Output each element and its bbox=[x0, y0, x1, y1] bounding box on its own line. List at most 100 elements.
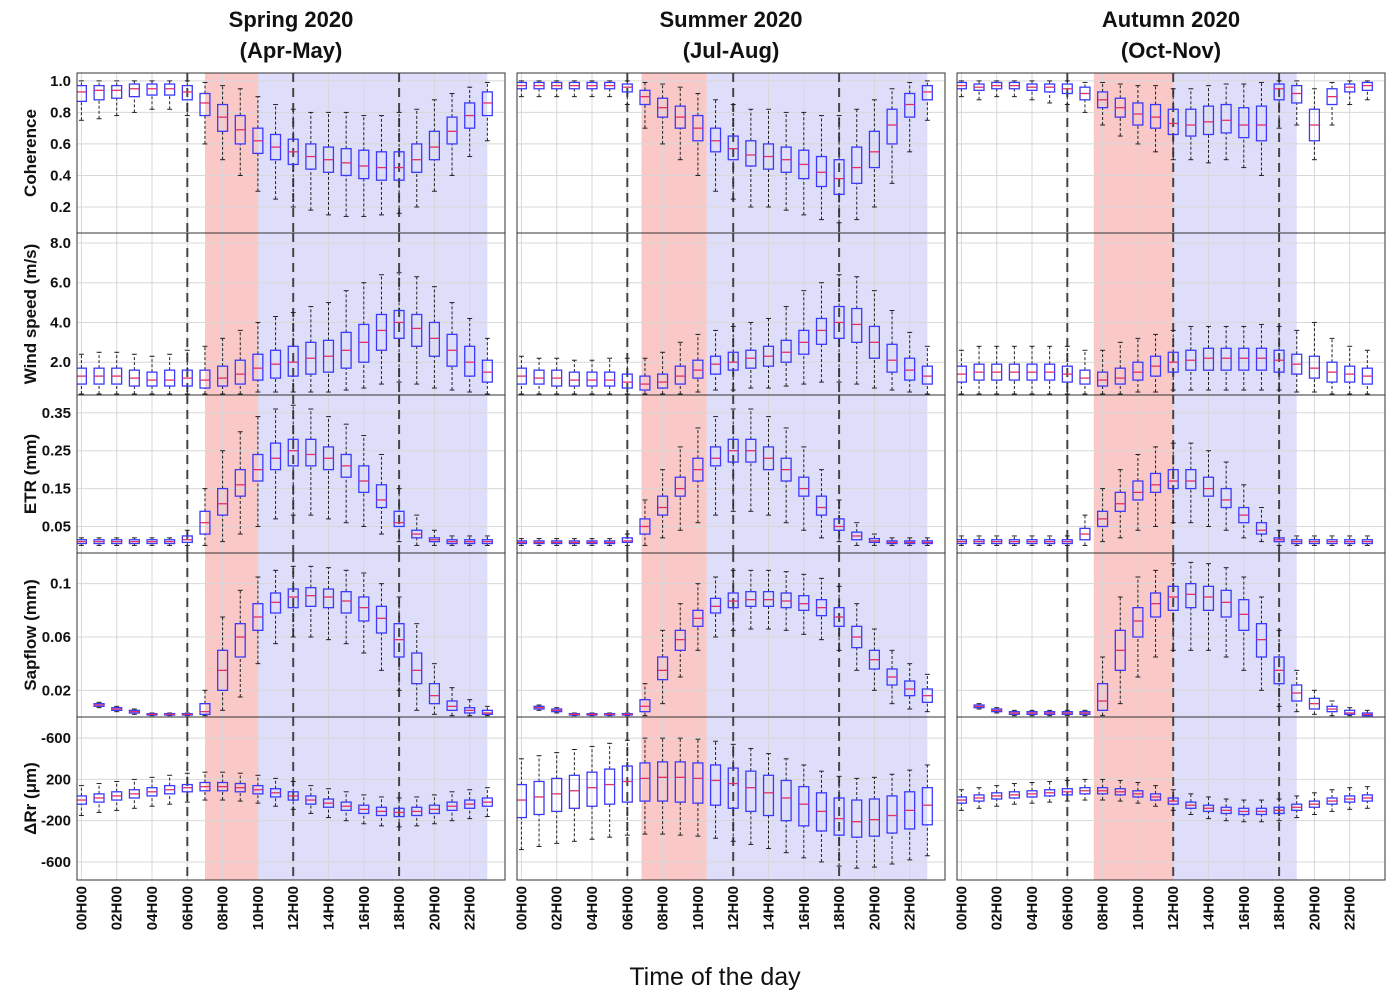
box bbox=[851, 307, 863, 343]
box bbox=[1273, 349, 1285, 373]
box bbox=[657, 495, 669, 516]
box bbox=[1167, 468, 1179, 490]
x-tick-label: 14H00 bbox=[321, 886, 338, 930]
box bbox=[1255, 105, 1268, 142]
box bbox=[886, 343, 898, 373]
box bbox=[833, 797, 845, 836]
boxes bbox=[517, 274, 933, 395]
box bbox=[657, 373, 669, 389]
box bbox=[1185, 583, 1197, 609]
box bbox=[269, 592, 282, 614]
box bbox=[1255, 347, 1268, 371]
box bbox=[533, 369, 545, 385]
box bbox=[1344, 83, 1356, 93]
box bbox=[868, 798, 880, 837]
box bbox=[551, 777, 563, 813]
box bbox=[904, 680, 916, 697]
box bbox=[833, 159, 845, 196]
box bbox=[586, 371, 598, 387]
y-tick-label: 0.4 bbox=[50, 167, 72, 184]
x-tick-label: 02H00 bbox=[549, 886, 566, 930]
box bbox=[164, 83, 176, 96]
box bbox=[146, 83, 158, 96]
box bbox=[886, 795, 898, 834]
box bbox=[851, 146, 863, 184]
box bbox=[517, 783, 528, 819]
y-tick-label: 0.6 bbox=[50, 136, 71, 153]
column-title: Summer 2020 bbox=[659, 7, 802, 32]
box bbox=[568, 371, 580, 387]
box bbox=[252, 453, 264, 482]
box bbox=[1344, 709, 1356, 715]
shaded-period bbox=[706, 553, 928, 717]
box bbox=[128, 83, 140, 98]
box bbox=[411, 143, 423, 173]
box bbox=[375, 313, 388, 351]
box bbox=[146, 371, 158, 387]
box bbox=[780, 339, 792, 363]
y-tick-label: 1.0 bbox=[50, 73, 71, 90]
panel bbox=[76, 552, 506, 718]
box bbox=[252, 353, 264, 381]
box bbox=[921, 84, 933, 101]
x-tick-label: 12H00 bbox=[285, 886, 302, 930]
box bbox=[446, 700, 458, 711]
box bbox=[621, 537, 633, 544]
y-tick-label: 0.2 bbox=[50, 199, 71, 216]
shaded-period bbox=[1093, 395, 1174, 553]
shaded-period bbox=[1093, 73, 1174, 233]
shaded-period bbox=[1093, 717, 1174, 880]
box bbox=[1167, 108, 1179, 136]
box bbox=[815, 155, 828, 188]
box bbox=[904, 92, 916, 118]
box bbox=[1185, 468, 1197, 490]
panel bbox=[516, 72, 946, 234]
box bbox=[904, 357, 916, 381]
box bbox=[217, 365, 229, 387]
y-axis-label: ΔRr (μm) bbox=[21, 762, 40, 835]
box bbox=[1202, 105, 1215, 136]
box bbox=[727, 135, 739, 161]
shaded-period bbox=[641, 395, 707, 553]
box bbox=[833, 518, 845, 531]
box bbox=[621, 83, 633, 93]
x-tick-label: 04H00 bbox=[584, 886, 601, 930]
box bbox=[692, 359, 704, 379]
y-tick-label: 6.0 bbox=[50, 275, 71, 292]
y-axis-label: Sapflow (mm) bbox=[21, 579, 40, 690]
shaded-period bbox=[204, 717, 258, 880]
x-tick-label: 00H00 bbox=[953, 886, 970, 930]
panel bbox=[956, 394, 1386, 554]
shaded-period bbox=[706, 233, 928, 395]
boxes bbox=[517, 80, 933, 224]
x-tick-label: 02H00 bbox=[109, 886, 126, 930]
box bbox=[1114, 491, 1126, 512]
boxes bbox=[957, 778, 1373, 823]
boxes bbox=[77, 404, 493, 546]
y-tick-label: 0.15 bbox=[42, 481, 71, 498]
box bbox=[375, 484, 388, 509]
box bbox=[340, 591, 352, 614]
box bbox=[111, 84, 123, 99]
box bbox=[921, 365, 933, 385]
box bbox=[621, 765, 633, 803]
box bbox=[358, 596, 370, 622]
box bbox=[762, 591, 775, 607]
x-tick-label: 04H00 bbox=[144, 886, 161, 930]
box bbox=[1149, 103, 1162, 129]
box bbox=[604, 371, 616, 387]
boxes bbox=[957, 80, 1373, 176]
box bbox=[1220, 347, 1232, 371]
box bbox=[1202, 347, 1215, 371]
x-tick-label: 00H00 bbox=[73, 886, 90, 930]
column-title: (Jul-Aug) bbox=[683, 38, 780, 63]
x-tick-label: 08H00 bbox=[215, 886, 232, 930]
x-tick-label: 04H00 bbox=[1024, 886, 1041, 930]
y-axis-label: Wind speed (m/s) bbox=[21, 244, 40, 385]
shaded-period bbox=[204, 553, 258, 717]
panel bbox=[956, 72, 1386, 234]
box bbox=[674, 365, 686, 385]
box bbox=[745, 349, 757, 369]
box bbox=[164, 369, 176, 387]
box bbox=[199, 703, 211, 715]
